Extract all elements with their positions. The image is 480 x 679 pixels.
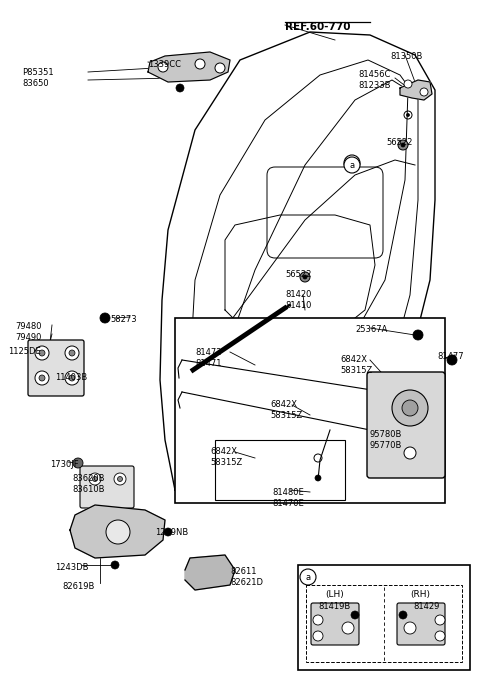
Text: 81480E
81470E: 81480E 81470E bbox=[272, 488, 304, 508]
Circle shape bbox=[195, 59, 205, 69]
Text: (RH): (RH) bbox=[410, 590, 430, 599]
Circle shape bbox=[315, 475, 321, 481]
Text: 95780B
95770B: 95780B 95770B bbox=[370, 430, 402, 450]
Bar bbox=[175, 318, 445, 503]
Circle shape bbox=[300, 569, 316, 585]
Circle shape bbox=[447, 355, 457, 365]
Circle shape bbox=[435, 631, 445, 641]
Circle shape bbox=[100, 313, 110, 323]
Circle shape bbox=[300, 272, 310, 282]
Text: 79480
79490: 79480 79490 bbox=[15, 322, 41, 342]
Polygon shape bbox=[400, 80, 432, 100]
Text: REF.60-770: REF.60-770 bbox=[285, 22, 350, 32]
Text: 6842X
58315Z: 6842X 58315Z bbox=[270, 400, 302, 420]
FancyBboxPatch shape bbox=[311, 603, 359, 645]
Circle shape bbox=[399, 611, 407, 619]
Circle shape bbox=[404, 622, 416, 634]
Text: 82611
82621D: 82611 82621D bbox=[230, 567, 263, 587]
Circle shape bbox=[402, 400, 418, 416]
Circle shape bbox=[164, 528, 172, 536]
Circle shape bbox=[106, 520, 130, 544]
Circle shape bbox=[118, 477, 122, 481]
Text: 81472
81471: 81472 81471 bbox=[195, 348, 221, 368]
Circle shape bbox=[404, 447, 416, 459]
Text: a: a bbox=[349, 160, 355, 170]
Circle shape bbox=[111, 561, 119, 569]
Text: 81456C
81233B: 81456C 81233B bbox=[358, 70, 391, 90]
Circle shape bbox=[69, 350, 75, 356]
Circle shape bbox=[73, 458, 83, 468]
Polygon shape bbox=[148, 52, 230, 82]
Text: 56522: 56522 bbox=[285, 270, 312, 279]
Text: P85351
83650: P85351 83650 bbox=[22, 68, 54, 88]
Bar bbox=[215, 440, 345, 500]
Circle shape bbox=[404, 80, 412, 88]
Circle shape bbox=[35, 371, 49, 385]
Text: a: a bbox=[305, 572, 311, 581]
Text: 1730JF: 1730JF bbox=[50, 460, 79, 469]
FancyBboxPatch shape bbox=[397, 603, 445, 645]
Text: 1249NB: 1249NB bbox=[155, 528, 188, 537]
Text: 6842X
58315Z: 6842X 58315Z bbox=[210, 447, 242, 467]
Circle shape bbox=[313, 615, 323, 625]
Circle shape bbox=[35, 346, 49, 360]
Circle shape bbox=[69, 375, 75, 381]
Text: 81420
81410: 81420 81410 bbox=[285, 290, 312, 310]
Circle shape bbox=[39, 350, 45, 356]
Text: 6842X
58315Z: 6842X 58315Z bbox=[340, 355, 372, 375]
Bar bbox=[298, 565, 470, 670]
Circle shape bbox=[420, 88, 428, 96]
Text: 25367A: 25367A bbox=[355, 325, 387, 334]
Text: 1243DB: 1243DB bbox=[55, 563, 88, 572]
Text: a: a bbox=[349, 158, 355, 168]
Text: (LH): (LH) bbox=[325, 590, 344, 599]
Circle shape bbox=[435, 615, 445, 625]
Text: 81429: 81429 bbox=[413, 602, 439, 611]
Text: 11403B: 11403B bbox=[55, 373, 87, 382]
Circle shape bbox=[176, 84, 184, 92]
Circle shape bbox=[344, 155, 360, 171]
Circle shape bbox=[89, 473, 101, 485]
Circle shape bbox=[313, 631, 323, 641]
Polygon shape bbox=[185, 555, 235, 590]
Circle shape bbox=[158, 62, 168, 72]
Text: 1339CC: 1339CC bbox=[148, 60, 181, 69]
Circle shape bbox=[39, 375, 45, 381]
Circle shape bbox=[342, 622, 354, 634]
Text: 83620B
83610B: 83620B 83610B bbox=[72, 474, 105, 494]
Circle shape bbox=[303, 275, 307, 279]
Circle shape bbox=[401, 143, 405, 147]
Circle shape bbox=[413, 330, 423, 340]
Text: 81419B: 81419B bbox=[318, 602, 350, 611]
Circle shape bbox=[93, 477, 97, 481]
FancyBboxPatch shape bbox=[367, 372, 445, 478]
Text: 81350B: 81350B bbox=[390, 52, 422, 61]
Circle shape bbox=[398, 140, 408, 150]
Circle shape bbox=[114, 473, 126, 485]
Circle shape bbox=[65, 346, 79, 360]
Text: 1125DE: 1125DE bbox=[8, 347, 41, 356]
Circle shape bbox=[344, 157, 360, 173]
FancyBboxPatch shape bbox=[80, 466, 134, 508]
Polygon shape bbox=[70, 505, 165, 558]
Text: 81477: 81477 bbox=[437, 352, 464, 361]
Text: 58273: 58273 bbox=[110, 315, 137, 324]
Circle shape bbox=[65, 371, 79, 385]
Circle shape bbox=[407, 113, 409, 117]
Bar bbox=[306, 585, 462, 662]
Text: 82619B: 82619B bbox=[62, 582, 95, 591]
FancyBboxPatch shape bbox=[28, 340, 84, 396]
Circle shape bbox=[351, 611, 359, 619]
Circle shape bbox=[392, 390, 428, 426]
Circle shape bbox=[215, 63, 225, 73]
Text: 56522: 56522 bbox=[386, 138, 412, 147]
